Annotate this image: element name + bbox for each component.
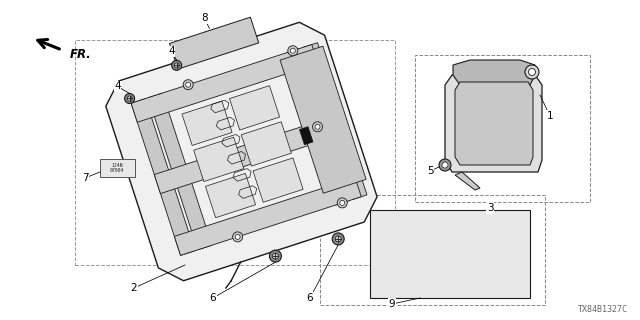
Circle shape bbox=[312, 122, 323, 132]
Polygon shape bbox=[280, 46, 366, 193]
Circle shape bbox=[125, 93, 134, 103]
Text: 6: 6 bbox=[210, 293, 216, 303]
Circle shape bbox=[186, 82, 191, 87]
Polygon shape bbox=[205, 173, 255, 218]
Polygon shape bbox=[253, 158, 303, 202]
Circle shape bbox=[235, 234, 240, 239]
Polygon shape bbox=[453, 60, 535, 85]
Polygon shape bbox=[194, 137, 244, 181]
Circle shape bbox=[174, 63, 179, 68]
Circle shape bbox=[529, 68, 536, 76]
Text: FR.: FR. bbox=[70, 47, 92, 60]
Circle shape bbox=[183, 80, 193, 90]
Polygon shape bbox=[455, 82, 533, 165]
Text: 5: 5 bbox=[427, 166, 433, 176]
Polygon shape bbox=[100, 159, 135, 177]
Circle shape bbox=[337, 198, 348, 208]
Circle shape bbox=[332, 233, 344, 245]
Circle shape bbox=[315, 124, 320, 129]
Text: 4: 4 bbox=[168, 46, 175, 56]
Polygon shape bbox=[131, 44, 318, 122]
Text: TX84B1327C: TX84B1327C bbox=[578, 305, 628, 314]
Circle shape bbox=[291, 48, 295, 53]
Circle shape bbox=[172, 60, 182, 70]
Text: 8: 8 bbox=[201, 13, 208, 23]
Circle shape bbox=[442, 162, 448, 168]
Circle shape bbox=[127, 96, 132, 101]
Text: 2: 2 bbox=[131, 283, 138, 293]
Polygon shape bbox=[106, 22, 377, 281]
Text: 9: 9 bbox=[388, 299, 396, 309]
Circle shape bbox=[288, 46, 298, 56]
Polygon shape bbox=[182, 101, 232, 146]
Circle shape bbox=[439, 159, 451, 171]
Polygon shape bbox=[230, 86, 280, 130]
Text: 6: 6 bbox=[307, 293, 314, 303]
Text: 4: 4 bbox=[115, 82, 121, 92]
Polygon shape bbox=[286, 48, 350, 205]
Polygon shape bbox=[241, 122, 291, 166]
Polygon shape bbox=[370, 210, 530, 298]
Circle shape bbox=[208, 156, 218, 166]
Polygon shape bbox=[170, 17, 259, 69]
Circle shape bbox=[525, 65, 539, 79]
Polygon shape bbox=[303, 43, 367, 199]
Polygon shape bbox=[174, 178, 361, 255]
Text: 3: 3 bbox=[486, 203, 493, 213]
Text: 1J4N
07004: 1J4N 07004 bbox=[110, 163, 124, 173]
Polygon shape bbox=[300, 127, 313, 145]
Polygon shape bbox=[131, 99, 195, 255]
Circle shape bbox=[232, 232, 243, 242]
Circle shape bbox=[273, 253, 278, 259]
Text: 7: 7 bbox=[82, 173, 88, 183]
Text: 1: 1 bbox=[547, 111, 554, 121]
Polygon shape bbox=[445, 75, 542, 172]
Circle shape bbox=[269, 250, 282, 262]
Circle shape bbox=[211, 158, 216, 163]
Circle shape bbox=[335, 236, 341, 242]
Circle shape bbox=[340, 200, 345, 205]
Polygon shape bbox=[455, 172, 480, 190]
Polygon shape bbox=[148, 93, 212, 250]
Polygon shape bbox=[154, 116, 341, 194]
